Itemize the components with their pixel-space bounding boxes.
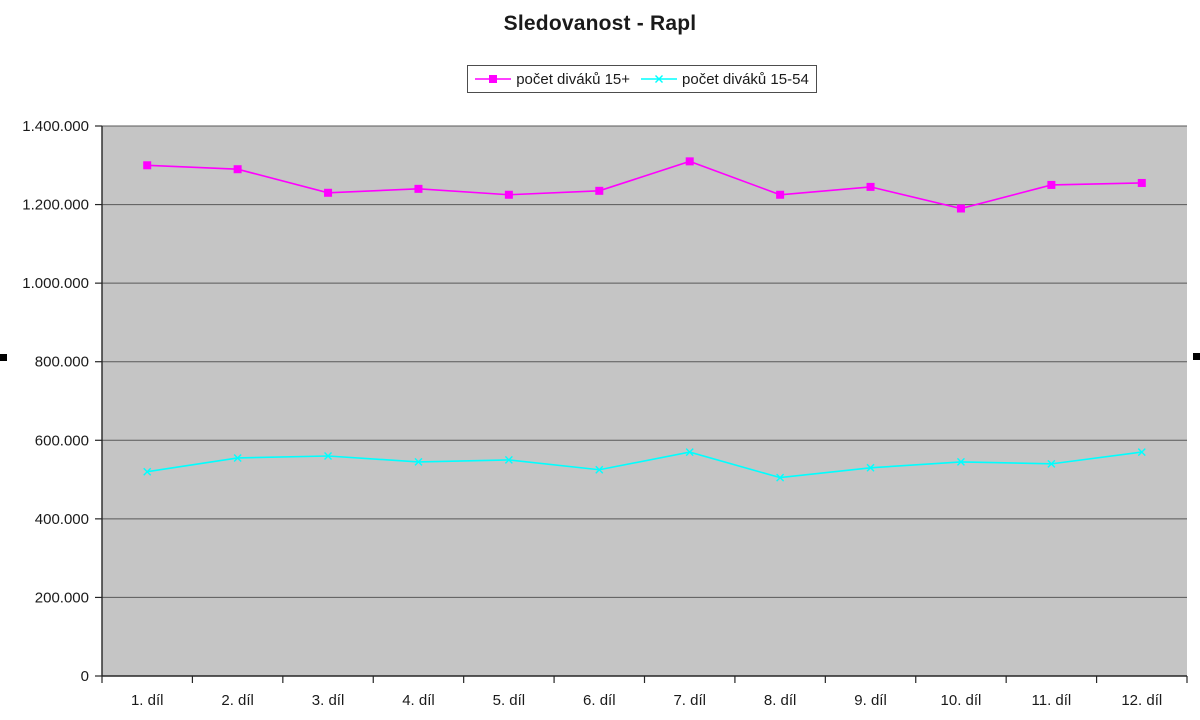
data-point bbox=[1137, 448, 1146, 457]
data-point bbox=[956, 457, 965, 466]
y-tick-label: 800.000 bbox=[35, 354, 89, 371]
data-point bbox=[595, 186, 604, 195]
selection-handle-left-icon[interactable] bbox=[0, 354, 7, 361]
data-point bbox=[866, 463, 875, 472]
x-tick-label: 12. díl bbox=[1121, 692, 1162, 709]
data-point bbox=[504, 190, 513, 199]
legend-swatch-x-marker-icon bbox=[641, 75, 678, 83]
y-tick-label: 200.000 bbox=[35, 589, 89, 606]
plot-area bbox=[102, 126, 1187, 676]
series-line-1 bbox=[147, 451, 1142, 479]
chart-legend: počet diváků 15+ počet diváků 15-54 bbox=[467, 65, 817, 93]
x-tick-label: 3. díl bbox=[312, 692, 345, 709]
data-point bbox=[685, 448, 694, 457]
data-point bbox=[324, 188, 333, 197]
x-tick-label: 1. díl bbox=[131, 692, 164, 709]
x-tick-label: 2. díl bbox=[221, 692, 254, 709]
legend-swatch-square-marker-icon bbox=[475, 75, 512, 83]
data-point bbox=[414, 457, 423, 466]
y-tick-label: 1.000.000 bbox=[22, 275, 89, 292]
y-tick-label: 1.400.000 bbox=[22, 118, 89, 135]
data-point bbox=[1047, 459, 1056, 468]
y-tick-label: 400.000 bbox=[35, 511, 89, 528]
data-point bbox=[324, 452, 333, 460]
legend-item: počet diváků 15+ bbox=[475, 71, 630, 88]
data-point bbox=[143, 467, 152, 476]
data-point bbox=[1047, 180, 1056, 189]
x-tick-label: 8. díl bbox=[764, 692, 797, 709]
x-tick-label: 11. díl bbox=[1032, 692, 1072, 709]
y-tick-label: 600.000 bbox=[35, 432, 89, 449]
data-point bbox=[956, 204, 965, 213]
x-tick-label: 7. díl bbox=[673, 692, 706, 709]
data-point bbox=[233, 165, 242, 174]
data-point bbox=[504, 455, 513, 464]
x-tick-label: 9. díl bbox=[854, 692, 887, 709]
series-line-0 bbox=[147, 160, 1142, 210]
data-point bbox=[233, 453, 242, 462]
legend-label: počet diváků 15-54 bbox=[682, 70, 809, 88]
data-point bbox=[776, 473, 785, 482]
selection-handle-right-icon[interactable] bbox=[1193, 353, 1200, 360]
data-point bbox=[866, 182, 875, 191]
data-point bbox=[143, 161, 152, 170]
legend-label: počet diváků 15+ bbox=[516, 70, 631, 88]
data-point bbox=[1137, 178, 1146, 187]
y-tick-label: 0 bbox=[81, 668, 89, 685]
legend-item: počet diváků 15-54 bbox=[641, 71, 809, 88]
chart-title: Sledovanost - Rapl bbox=[503, 12, 697, 35]
data-point bbox=[595, 465, 604, 474]
data-point bbox=[776, 190, 785, 199]
x-tick-label: 6. díl bbox=[583, 692, 616, 709]
x-tick-label: 4. díl bbox=[402, 692, 435, 709]
x-tick-label: 10. díl bbox=[941, 692, 982, 709]
y-tick-label: 1.200.000 bbox=[22, 197, 89, 214]
data-point bbox=[414, 184, 423, 193]
data-point bbox=[685, 157, 694, 166]
x-tick-label: 5. díl bbox=[493, 692, 526, 709]
